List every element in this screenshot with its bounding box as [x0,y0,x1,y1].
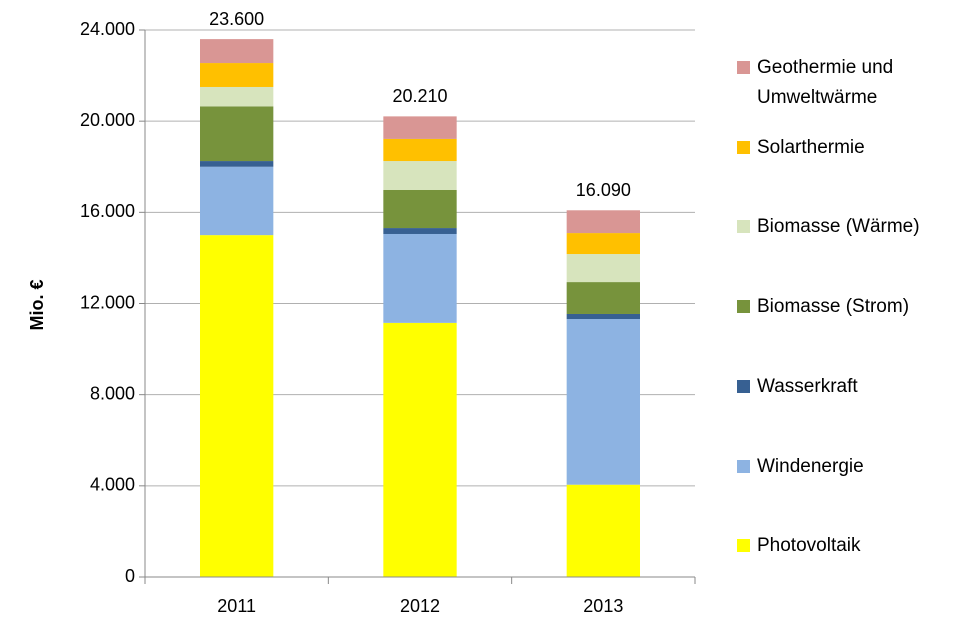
bar-segment [383,233,457,323]
bar-segment [566,233,640,255]
bar-segment [200,166,274,236]
y-tick-label: 8.000 [90,383,135,403]
legend-label: Biomasse (Wärme) [757,216,920,238]
y-tick-label: 16.000 [80,201,135,221]
bar-segment [566,318,640,485]
bar-segment [566,210,640,234]
y-tick-label: 12.000 [80,292,135,312]
y-tick-label: 20.000 [80,110,135,130]
y-tick-label: 24.000 [80,19,135,39]
bar-segment [383,228,457,234]
bar-segment [200,63,274,87]
bar-segment [566,313,640,319]
bar-segment [200,39,274,64]
legend-item: Wasserkraft [737,372,858,402]
bar-segment [566,282,640,314]
x-tick-label: 2013 [583,596,623,616]
bar-segment [383,116,457,139]
total-label: 16.090 [576,180,631,200]
legend-swatch [737,220,750,234]
legend-item: Solarthermie [737,133,865,163]
legend-label: Photovoltaik [757,535,861,557]
x-tick-label: 2011 [217,596,256,616]
bar-segment [200,235,274,577]
legend-item: Windenergie [737,452,864,482]
bar-segment [200,106,274,162]
legend-label: Geothermie und Umweltwärme [757,57,894,108]
legend-item: Biomasse (Strom) [737,292,909,322]
bar-segment [200,86,274,107]
bar-segment [566,254,640,283]
bar-segment [383,161,457,190]
legend-swatch [737,459,750,473]
legend-label: Solarthermie [757,136,865,158]
y-tick-label: 4.000 [90,475,135,495]
legend-label: Biomasse (Strom) [757,296,910,318]
total-label: 20.210 [392,86,447,106]
legend-label: Windenergie [757,455,864,477]
y-axis-label: Mio. € [27,279,47,330]
bar-segment [200,161,274,167]
legend-swatch [737,140,750,154]
bar-segment [383,138,457,162]
y-tick-label: 0 [125,566,135,586]
x-tick-label: 2012 [400,596,440,616]
legend-swatch [737,379,750,393]
legend-item: Photovoltaik [737,531,861,561]
bar-segment [566,484,640,577]
legend-item: Biomasse (Wärme) [737,212,920,242]
total-label: 23.600 [209,9,264,29]
legend-label: Wasserkraft [757,375,858,397]
legend-item: Geothermie und Umweltwärme [737,53,947,113]
bar-segment [383,322,457,577]
legend-swatch [737,61,750,74]
bar-segment [383,189,457,229]
legend-swatch [737,539,750,553]
legend-swatch [737,300,750,314]
